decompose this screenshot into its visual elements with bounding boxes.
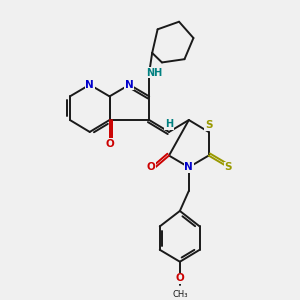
Text: S: S <box>205 120 212 130</box>
Text: O: O <box>105 139 114 148</box>
Text: CH₃: CH₃ <box>172 290 188 299</box>
Text: N: N <box>184 162 193 172</box>
Text: NH: NH <box>146 68 162 78</box>
Text: H: H <box>165 119 173 129</box>
Text: O: O <box>147 162 156 172</box>
Text: N: N <box>85 80 94 90</box>
Text: O: O <box>176 273 184 283</box>
Text: N: N <box>125 80 134 90</box>
Text: S: S <box>225 162 232 172</box>
